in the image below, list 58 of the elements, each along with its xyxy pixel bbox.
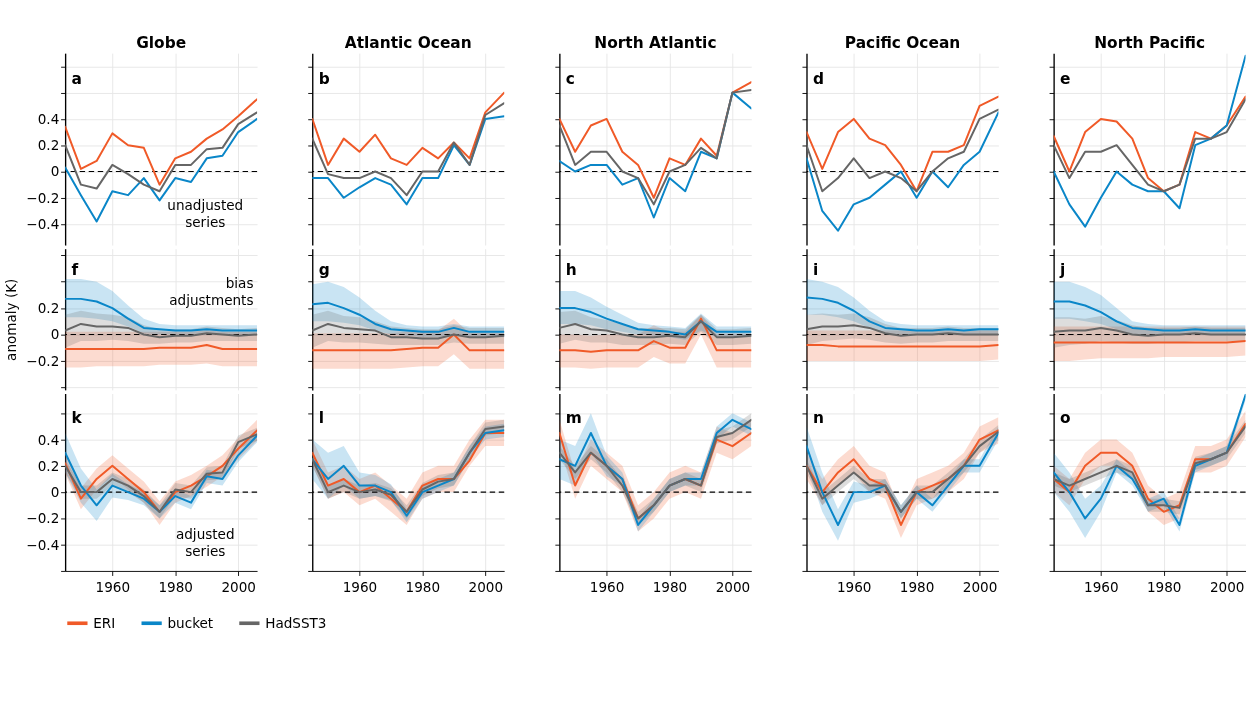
y-tick-label: −0.2 xyxy=(26,352,60,369)
y-tick-label: −0.2 xyxy=(26,189,60,206)
annotation: a xyxy=(71,70,82,89)
annotation: i xyxy=(812,260,819,279)
y-tick-label: 0.4 xyxy=(37,110,60,127)
y-tick-label: −0.4 xyxy=(26,536,60,553)
x-tick-label: 1960 xyxy=(1084,579,1119,596)
x-tick-label: 1960 xyxy=(589,579,625,596)
annotation: e xyxy=(1060,70,1071,89)
y-tick-label: 0 xyxy=(50,326,60,343)
x-tick-label: 2000 xyxy=(468,579,504,596)
annotation: m xyxy=(565,409,582,428)
annotation: d xyxy=(812,70,824,89)
x-tick-label: 1980 xyxy=(899,579,935,596)
annotation: o xyxy=(1060,409,1071,428)
line-series xyxy=(65,98,258,186)
chart-title: North Atlantic xyxy=(594,33,717,52)
legend-label: HadSST3 xyxy=(265,614,327,631)
x-tick-label: 1980 xyxy=(652,579,688,596)
legend-label: bucket xyxy=(167,614,214,631)
y-tick-label: 0.2 xyxy=(37,300,60,317)
y-tick-label: 0 xyxy=(50,484,60,501)
x-tick-label: 2000 xyxy=(221,579,256,596)
y-axis-title: anomaly (K) xyxy=(2,278,19,361)
x-tick-label: 1960 xyxy=(95,579,131,596)
annotation: bias adjustments xyxy=(169,274,254,309)
x-tick-label: 1980 xyxy=(1146,579,1182,596)
annotation: j xyxy=(1059,260,1066,279)
chart-title: Atlantic Ocean xyxy=(344,33,472,52)
annotation: h xyxy=(565,260,577,279)
x-tick-label: 1960 xyxy=(836,579,872,596)
x-tick-label: 1980 xyxy=(158,579,193,596)
annotation: adjusted series xyxy=(175,526,235,560)
y-tick-label: 0.2 xyxy=(37,137,60,154)
annotation: c xyxy=(565,70,575,89)
line-series xyxy=(65,322,258,339)
x-tick-label: 2000 xyxy=(715,579,751,596)
y-tick-label: 0.4 xyxy=(37,431,60,448)
annotation: k xyxy=(71,409,83,428)
annotation: unadjusted series xyxy=(167,196,244,231)
annotation: n xyxy=(812,409,824,428)
legend-label: ERI xyxy=(93,614,116,631)
y-tick-label: 0 xyxy=(50,163,60,180)
chart-title: Pacific Ocean xyxy=(844,33,961,52)
x-tick-label: 2000 xyxy=(1209,579,1245,596)
y-tick-label: −0.4 xyxy=(26,216,60,233)
y-tick-label: 0.2 xyxy=(37,457,60,474)
chart-title: North Pacific xyxy=(1094,33,1206,52)
x-tick-label: 1960 xyxy=(342,579,378,596)
x-tick-label: 2000 xyxy=(962,579,998,596)
annotation: l xyxy=(318,409,324,428)
line-series xyxy=(65,111,258,193)
annotation: b xyxy=(318,70,330,89)
annotation: g xyxy=(318,260,330,279)
y-tick-label: −0.2 xyxy=(26,510,60,527)
chart-title: Globe xyxy=(136,33,187,52)
x-tick-label: 1980 xyxy=(405,579,441,596)
annotation: f xyxy=(71,260,79,279)
